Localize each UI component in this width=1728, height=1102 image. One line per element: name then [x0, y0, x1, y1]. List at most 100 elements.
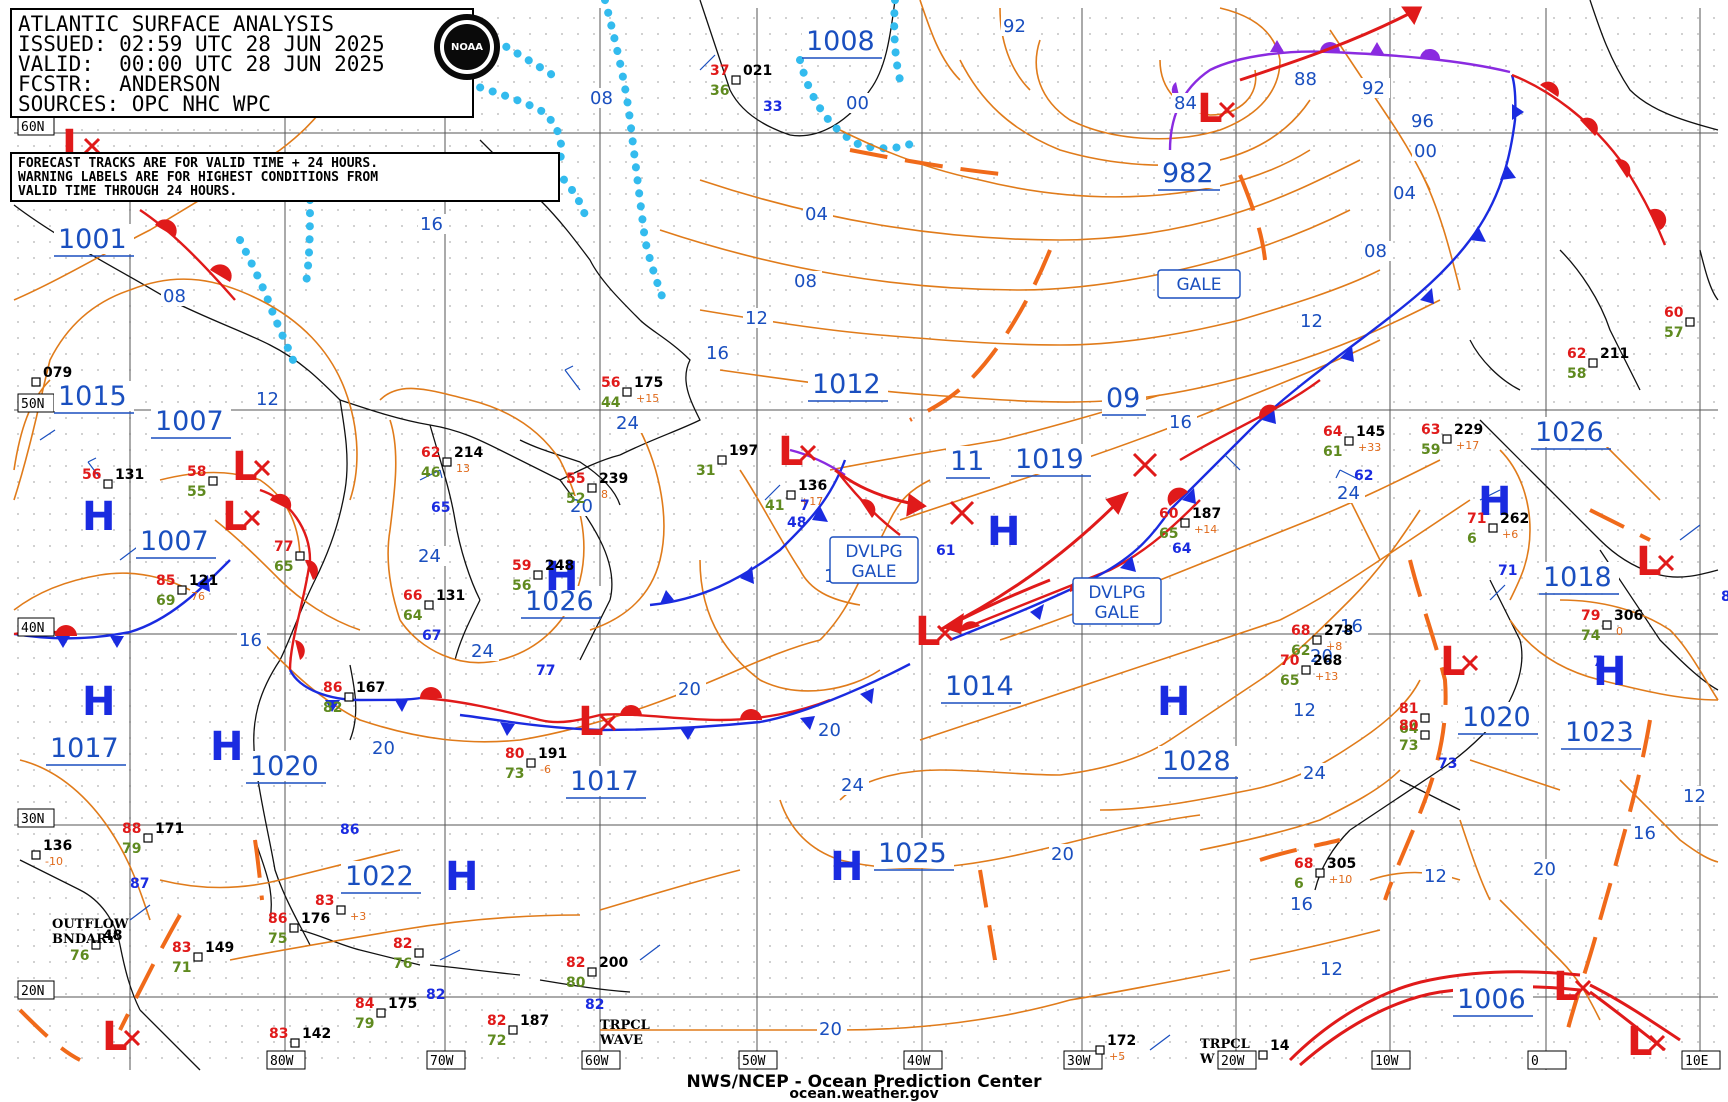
station-temperature: 86	[268, 911, 287, 927]
station-pressure: 079	[43, 365, 72, 381]
pressure-center-label: 1020	[1462, 702, 1531, 733]
lon-label: 30W	[1067, 1054, 1091, 1069]
pressure-center-label: 1028	[1162, 746, 1231, 777]
warning-label-box	[829, 536, 919, 584]
note-line-1: FORECAST TRACKS ARE FOR VALID TIME + 24 …	[18, 156, 379, 171]
station-marker	[731, 75, 741, 85]
lat-label: 30N	[21, 812, 44, 827]
low-center-x	[599, 714, 617, 732]
station-dewpoint: 65	[1159, 526, 1178, 542]
station-tendency: +13	[1315, 670, 1338, 683]
station-pressure: 131	[436, 588, 465, 604]
isobar-label-bg	[1298, 311, 1328, 331]
isobar-label: 12	[1300, 311, 1323, 332]
lon-label: 40W	[907, 1054, 931, 1069]
station-pressure: 239	[599, 471, 628, 487]
station-marker	[442, 457, 452, 467]
low-center-x	[1461, 654, 1479, 672]
station-pressure: 187	[520, 1013, 549, 1029]
station-temperature: 68	[1291, 623, 1310, 639]
isobar-label: 12	[1293, 700, 1316, 721]
isobar-label: 08	[590, 88, 613, 109]
station-pressure: 306	[1614, 608, 1643, 624]
pressure-label-bg	[874, 838, 954, 868]
pressure-center-label: 1007	[140, 526, 209, 557]
isobar-label: 12	[256, 389, 279, 410]
station-tendency: +8	[1326, 640, 1342, 653]
isobar-label: 24	[616, 413, 639, 434]
isobar-label-bg	[1318, 959, 1348, 979]
station-blue-value: 65	[431, 500, 450, 516]
high-pressure-symbol: H	[545, 554, 578, 600]
station-temperature: 58	[187, 464, 206, 480]
station-dewpoint: 82	[323, 700, 342, 716]
low-pressure-symbol: L	[1553, 964, 1579, 1010]
isobar-label-bg	[1422, 866, 1452, 886]
header-forecaster: FCSTR: ANDERSON	[18, 72, 221, 96]
station-marker	[587, 967, 597, 977]
cold-front-coast	[288, 669, 421, 702]
isobar-label: 16	[1340, 616, 1363, 637]
lon-label: 70W	[430, 1054, 454, 1069]
station-pressure: 176	[301, 911, 330, 927]
isobar-label-bg	[816, 720, 846, 740]
station-temperature: 83	[315, 893, 334, 909]
pressure-label-bg	[802, 26, 882, 56]
lon-label-box	[1527, 1050, 1567, 1070]
isobar-label-bg	[1172, 93, 1202, 113]
lon-label-box	[1681, 1050, 1721, 1070]
station-blue-value: 48	[787, 515, 806, 531]
isobar-label-bg	[1681, 786, 1711, 806]
isobar-label-bg	[1631, 823, 1661, 843]
pressure-label-bg	[54, 224, 134, 254]
station-pressure: 211	[1600, 346, 1629, 362]
isobar-label: 92	[1362, 78, 1385, 99]
isobar-label: 24	[841, 775, 864, 796]
station-pressure: 197	[729, 443, 758, 459]
low-center-x	[1657, 554, 1675, 572]
station-pressure: 48	[103, 928, 122, 944]
isobar-label-bg	[1001, 16, 1031, 36]
isobar-label: 24	[418, 546, 441, 567]
low-center-x	[1648, 1034, 1666, 1052]
low-pressure-symbol: L	[778, 429, 804, 475]
station-dewpoint: 62	[1291, 643, 1310, 659]
station-temperature: 71	[1467, 511, 1486, 527]
station-marker	[1602, 620, 1612, 630]
station-pressure: 305	[1327, 856, 1356, 872]
station-blue-value: 77	[536, 663, 555, 679]
station-marker	[208, 476, 218, 486]
isobar-label-bg	[1531, 859, 1561, 879]
low-center-x	[1574, 979, 1592, 997]
lat-label-box	[17, 808, 55, 828]
station-marker	[1095, 1045, 1105, 1055]
pressure-label-bg	[1453, 984, 1533, 1014]
station-marker	[1301, 665, 1311, 675]
lon-label-box	[426, 1050, 466, 1070]
station-dewpoint: 79	[122, 841, 141, 857]
station-marker	[1488, 523, 1498, 533]
station-marker	[1312, 635, 1322, 645]
station-marker	[193, 952, 203, 962]
station-marker	[1442, 434, 1452, 444]
station-marker	[344, 692, 354, 702]
warning-label-text: GALE	[851, 562, 896, 582]
station-marker	[1180, 518, 1190, 528]
station-tendency: 76	[191, 590, 205, 603]
station-dewpoint: 59	[1421, 442, 1440, 458]
lon-label: 60W	[585, 1054, 609, 1069]
station-dewpoint: 65	[274, 559, 293, 575]
station-temperature: 37	[710, 63, 729, 79]
station-temperature: 79	[1581, 608, 1600, 624]
station-temperature: 86	[323, 680, 342, 696]
lat-label-box	[17, 980, 55, 1000]
footer-credit: NWS/NCEP - Ocean Prediction Center	[686, 1072, 1042, 1092]
high-pressure-symbol: H	[82, 679, 115, 725]
lon-label-box	[1063, 1050, 1103, 1070]
station-dewpoint: 64	[403, 608, 423, 624]
station-marker	[424, 600, 434, 610]
longitude-labels: 80W 70W 60W 50W 40W 30W 20W 10W 0 10E	[266, 1050, 1721, 1070]
station-dewpoint: 36	[710, 83, 729, 99]
isobar-label: 20	[1051, 844, 1074, 865]
station-dewpoint: 41	[765, 498, 784, 514]
